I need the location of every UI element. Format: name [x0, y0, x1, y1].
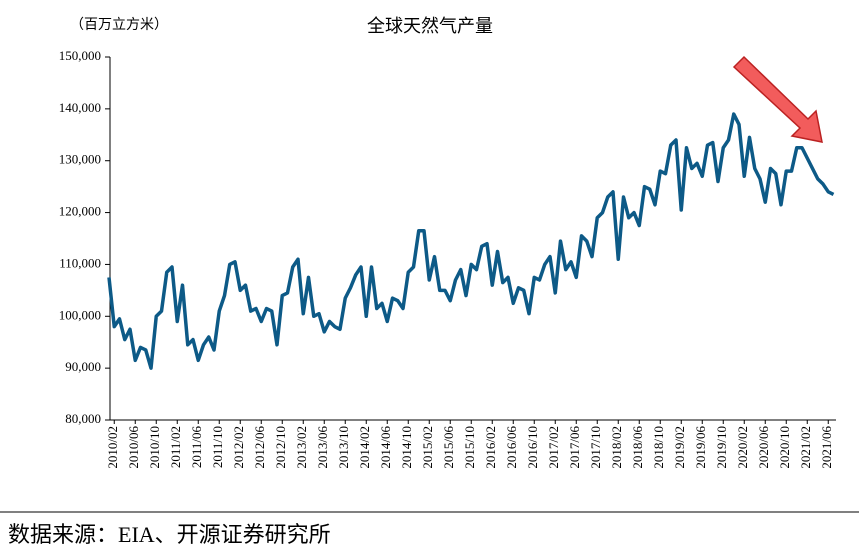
- x-tick-label: 2013/06: [315, 426, 330, 469]
- y-axis-unit: （百万立方米）: [70, 17, 168, 33]
- x-tick-label: 2018/02: [609, 426, 624, 469]
- chart-title: 全球天然气产量: [367, 16, 493, 36]
- y-tick-label: 130,000: [59, 152, 101, 167]
- x-tick-label: 2012/02: [231, 426, 246, 469]
- x-tick-label: 2019/10: [714, 426, 729, 469]
- x-tick-label: 2014/10: [399, 426, 414, 469]
- source-note: 数据来源：EIA、开源证券研究所: [8, 522, 331, 547]
- x-tick-label: 2016/06: [504, 426, 519, 469]
- x-tick-label: 2019/02: [672, 426, 687, 469]
- x-tick-label: 2011/02: [168, 426, 183, 468]
- x-tick-label: 2010/10: [147, 426, 162, 469]
- x-tick-label: 2021/06: [819, 426, 834, 469]
- x-tick-label: 2017/06: [567, 426, 582, 469]
- x-tick-label: 2017/10: [588, 426, 603, 469]
- line-series: [107, 112, 835, 370]
- y-tick-label: 80,000: [65, 411, 101, 426]
- y-tick-label: 110,000: [59, 255, 101, 270]
- x-tick-label: 2016/02: [483, 426, 498, 469]
- x-tick-label: 2019/06: [693, 426, 708, 469]
- x-tick-label: 2017/02: [546, 426, 561, 469]
- y-tick-label: 90,000: [65, 359, 101, 374]
- y-tick-label: 150,000: [59, 48, 101, 63]
- y-tick-label: 100,000: [59, 307, 101, 322]
- x-tick-label: 2016/10: [525, 426, 540, 469]
- x-tick-label: 2015/06: [441, 426, 456, 469]
- x-tick-label: 2014/02: [357, 426, 372, 469]
- x-tick-label: 2010/02: [105, 426, 120, 469]
- x-tick-label: 2014/06: [378, 426, 393, 469]
- x-tick-label: 2018/10: [651, 426, 666, 469]
- x-tick-label: 2015/02: [420, 426, 435, 469]
- y-tick-label: 120,000: [59, 204, 101, 219]
- x-tick-label: 2021/02: [798, 426, 813, 469]
- x-tick-label: 2012/10: [273, 426, 288, 469]
- x-tick-label: 2011/10: [210, 426, 225, 468]
- x-tick-label: 2015/10: [462, 426, 477, 469]
- x-tick-label: 2013/10: [336, 426, 351, 469]
- x-tick-label: 2011/06: [189, 426, 204, 469]
- x-tick-label: 2020/10: [777, 426, 792, 469]
- trend-arrow: [732, 55, 823, 143]
- x-tick-label: 2013/02: [294, 426, 309, 469]
- x-tick-label: 2020/06: [756, 426, 771, 469]
- y-tick-label: 140,000: [59, 100, 101, 115]
- x-tick-label: 2010/06: [126, 426, 141, 469]
- x-tick-label: 2018/06: [630, 426, 645, 469]
- x-tick-label: 2012/06: [252, 426, 267, 469]
- x-tick-label: 2020/02: [735, 426, 750, 469]
